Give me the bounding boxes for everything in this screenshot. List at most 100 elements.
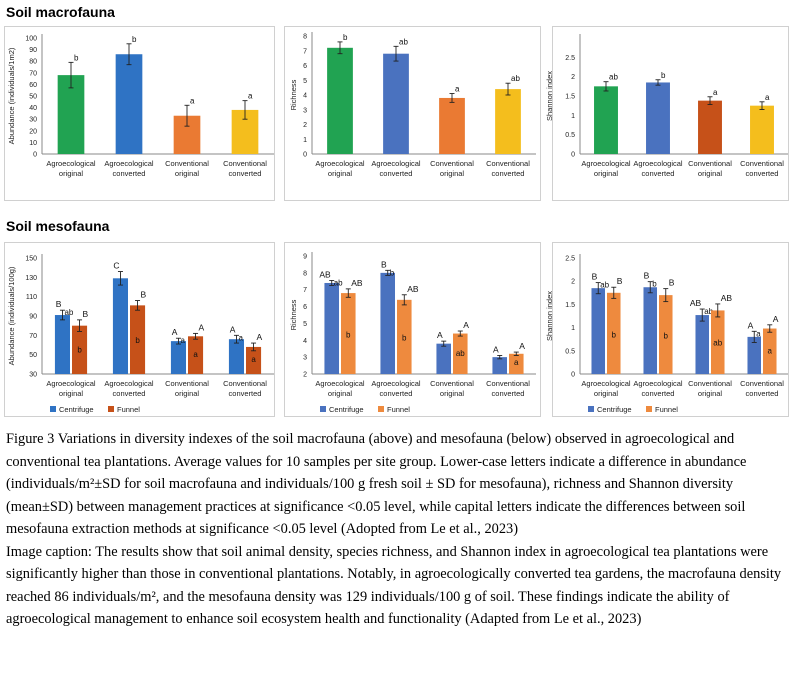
bar — [695, 315, 709, 374]
chart-frame — [284, 26, 541, 201]
significance-letter: ab — [713, 338, 722, 347]
significance-letter: a — [180, 336, 185, 345]
bar — [341, 293, 356, 374]
x-category-label: converted — [229, 169, 262, 178]
significance-capital-letter: B — [617, 276, 623, 286]
x-category-label: converted — [746, 169, 779, 178]
significance-capital-letter: A — [437, 330, 443, 340]
significance-letter: b — [74, 53, 79, 62]
bar — [591, 288, 605, 374]
bar — [72, 325, 88, 374]
x-category-label: original — [698, 169, 723, 178]
significance-letter: a — [713, 88, 718, 97]
significance-capital-letter: A — [773, 314, 779, 324]
y-axis-label: Abundance (individuals/1m2) — [7, 47, 16, 144]
x-category-label: converted — [380, 169, 413, 178]
chart-meso-abundance: 30 50 70 90 110 130 150 Abundance (individuals/… — [4, 242, 275, 417]
x-category-label: converted — [642, 169, 675, 178]
bar — [188, 336, 204, 374]
x-category-label: Conventional — [486, 159, 530, 168]
x-category-label: Agroecological — [371, 159, 421, 168]
bar — [698, 100, 722, 154]
y-tick-label: 40 — [29, 105, 37, 112]
significance-letter: a — [765, 93, 770, 102]
significance-capital-letter: B — [381, 259, 387, 269]
y-tick-label: 8 — [303, 34, 307, 41]
bar — [509, 353, 524, 374]
x-category-label: Conventional — [486, 379, 530, 388]
significance-letter: ab — [511, 74, 520, 83]
significance-capital-letter: B — [56, 299, 62, 309]
y-tick-label: 3 — [303, 107, 307, 114]
y-tick-label: 3 — [303, 355, 307, 362]
significance-capital-letter: AB — [407, 284, 419, 294]
significance-capital-letter: A — [257, 332, 263, 342]
significance-capital-letter: A — [493, 344, 499, 354]
y-tick-label: 60 — [29, 82, 37, 89]
significance-letter: a — [248, 92, 253, 101]
significance-capital-letter: A — [172, 327, 178, 337]
x-category-label: original — [59, 169, 84, 178]
significance-letter: a — [251, 355, 256, 364]
significance-letter: a — [455, 85, 460, 94]
significance-capital-letter: AB — [319, 269, 331, 279]
significance-letter: b — [390, 268, 395, 277]
y-tick-label: 150 — [25, 256, 37, 263]
x-category-label: converted — [380, 389, 413, 398]
x-category-label: Conventional — [688, 379, 732, 388]
y-axis-label: Abundance (individuals/100g) — [7, 266, 16, 365]
x-category-label: Conventional — [165, 379, 209, 388]
significance-capital-letter: B — [592, 272, 598, 282]
significance-letter: a — [193, 350, 198, 359]
figure-caption: Figure 3 Variations in diversity indexes… — [6, 428, 796, 631]
y-tick-label: 100 — [25, 36, 37, 43]
legend-swatch — [108, 406, 114, 412]
y-tick-label: 80 — [29, 59, 37, 66]
figure-caption-text: Figure 3 Variations in diversity indexes… — [6, 431, 747, 537]
y-tick-label: 1.5 — [565, 302, 575, 309]
bar — [228, 339, 244, 374]
significance-letter: b — [612, 330, 617, 339]
significance-capital-letter: A — [199, 322, 205, 332]
y-tick-label: 2 — [571, 279, 575, 286]
legend-label: Centrifuge — [597, 405, 632, 414]
y-axis-label: Richness — [289, 299, 298, 330]
y-tick-label: 2 — [303, 122, 307, 129]
x-category-label: converted — [113, 169, 146, 178]
bar — [750, 105, 774, 154]
significance-letter: b — [661, 71, 666, 80]
chart-frame — [4, 242, 275, 417]
significance-letter: ab — [704, 307, 713, 316]
significance-letter: b — [346, 331, 351, 340]
chart-macro-abundance: 0 10 20 30 40 50 60 70 80 90 100 Abundance (individ… — [4, 26, 275, 201]
significance-letter: b — [652, 280, 657, 289]
x-category-label: original — [59, 389, 84, 398]
legend-swatch — [588, 406, 594, 412]
significance-capital-letter: A — [230, 324, 236, 334]
bar — [246, 346, 262, 374]
x-category-label: Agroecological — [104, 379, 154, 388]
significance-letter: ab — [334, 278, 343, 287]
y-tick-label: 30 — [29, 117, 37, 124]
significance-letter: a — [238, 333, 243, 342]
y-tick-label: 1 — [571, 325, 575, 332]
y-tick-label: 0 — [571, 372, 575, 379]
bar — [763, 328, 777, 374]
significance-letter: b — [343, 33, 348, 42]
x-category-label: original — [328, 389, 353, 398]
x-category-label: Agroecological — [315, 159, 365, 168]
significance-letter: ab — [64, 308, 73, 317]
significance-capital-letter: B — [83, 309, 89, 319]
x-category-label: Agroecological — [315, 379, 365, 388]
x-category-label: Agroecological — [581, 379, 631, 388]
x-category-label: converted — [642, 389, 675, 398]
bar — [383, 53, 409, 155]
chart-frame — [284, 242, 541, 417]
significance-capital-letter: AB — [351, 278, 363, 288]
y-tick-label: 2.5 — [565, 55, 575, 62]
y-tick-label: 4 — [303, 93, 307, 100]
y-tick-label: 50 — [29, 94, 37, 101]
significance-capital-letter: B — [141, 290, 147, 300]
y-tick-label: 1 — [571, 113, 575, 120]
legend-label: Funnel — [655, 405, 678, 414]
